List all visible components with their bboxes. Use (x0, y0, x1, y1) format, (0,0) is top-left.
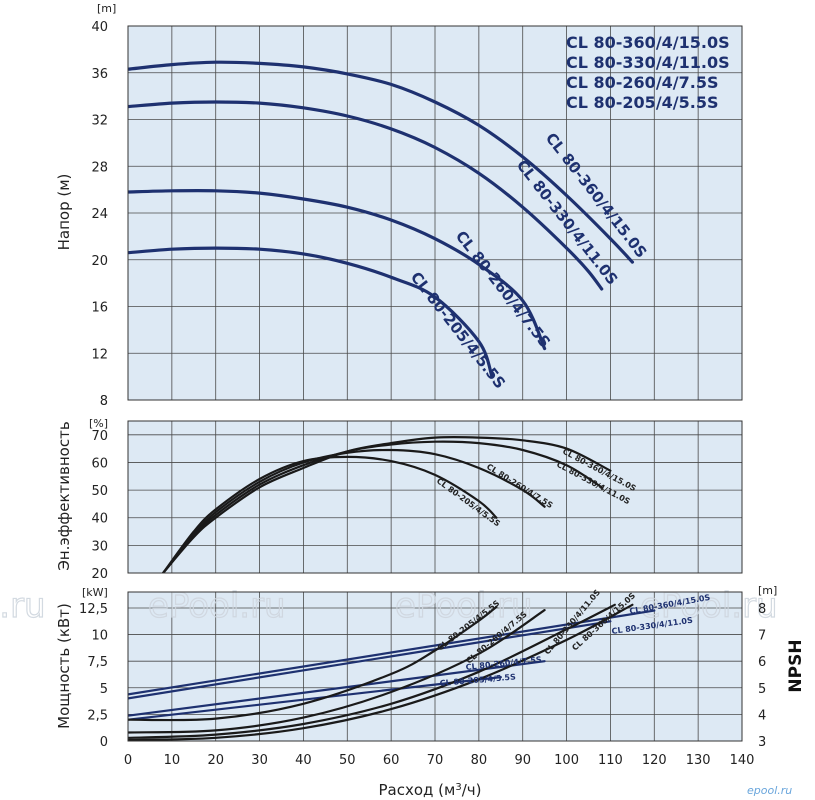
legend-entry: CL 80-260/4/7.5S (566, 73, 719, 92)
x-tick-label: 110 (598, 753, 623, 768)
x-tick-label: 20 (207, 753, 224, 768)
x-axis-title-superscript: 3 (455, 782, 461, 793)
x-tick-label: 40 (295, 753, 312, 768)
x-tick-label: 80 (471, 753, 488, 768)
y-tick-label: 2,5 (87, 708, 108, 723)
x-tick-label: 100 (554, 753, 579, 768)
y-tick-label: 50 (91, 484, 108, 499)
x-tick-label: 120 (642, 753, 667, 768)
npsh-curve (128, 620, 612, 700)
x-axis-title: Расход (м3/ч) (378, 781, 481, 799)
x-tick-label: 130 (686, 753, 711, 768)
y-tick-label: 36 (91, 67, 108, 82)
power-unit-label: [kW] (82, 586, 108, 599)
head-curve (128, 100, 604, 291)
efficiency-unit-label: [%] (89, 417, 108, 430)
efficiency-curve (162, 440, 603, 573)
power-curve-group (128, 603, 634, 741)
y-tick-label: 60 (91, 456, 108, 471)
npsh-curve-group (128, 609, 656, 721)
efficiency-axis-title: Эн.эффективность (55, 421, 73, 570)
y-tick-label: 20 (91, 254, 108, 269)
head-curve (128, 188, 547, 351)
head-panel-border (127, 25, 743, 401)
y-tick-label: 30 (91, 539, 108, 554)
x-tick-label: 10 (164, 753, 181, 768)
power-panel-border (127, 591, 743, 742)
legend-entry: CL 80-205/4/5.5S (566, 93, 719, 112)
x-tick-label: 0 (124, 753, 132, 768)
head-axis-title: Напор (м) (55, 174, 73, 251)
npsh-tick-label: 5 (758, 682, 766, 697)
power-curve (128, 609, 546, 734)
legend-entry: CL 80-360/4/15.0S (566, 33, 730, 52)
power-curve (128, 603, 634, 741)
y-tick-label: 40 (91, 20, 108, 35)
head-curve-group (128, 60, 634, 379)
power-axis-title: Мощность (кВт) (55, 603, 73, 729)
npsh-tick-label: 7 (758, 629, 766, 644)
npsh-tick-label: 3 (758, 735, 766, 750)
y-tick-label: 16 (91, 301, 108, 316)
head-unit-label: [m] (97, 2, 116, 15)
npsh-tick-label: 4 (758, 708, 766, 723)
npsh-unit-label: [m] (758, 584, 777, 597)
y-tick-label: 70 (91, 429, 108, 444)
head-curve (128, 246, 494, 379)
x-tick-label: 90 (514, 753, 531, 768)
watermark-text: ePool.ru (0, 586, 46, 626)
npsh-curve (128, 676, 502, 721)
y-tick-label: 0 (100, 735, 108, 750)
tick-labels: 8121620242832364020304050607002,557,5101… (79, 20, 766, 768)
curves-layer (128, 60, 656, 741)
x-axis-title-part: /ч) (462, 781, 482, 799)
efficiency-panel-border (127, 420, 743, 574)
y-tick-label: 8 (100, 394, 108, 409)
y-tick-label: 7,5 (87, 655, 108, 670)
power-curve (128, 603, 616, 739)
y-tick-label: 40 (91, 512, 108, 527)
x-tick-label: 140 (730, 753, 755, 768)
y-tick-label: 32 (91, 114, 108, 129)
y-tick-label: 10 (91, 629, 108, 644)
efficiency-curve (162, 455, 498, 573)
npsh-curve (128, 660, 546, 717)
efficiency-curve (162, 448, 546, 573)
power-curve (128, 605, 498, 722)
x-axis-title-part: Расход (м (378, 781, 455, 799)
npsh-tick-label: 8 (758, 602, 766, 617)
npsh-curve (128, 609, 656, 696)
y-tick-label: 12 (91, 347, 108, 362)
npsh-axis-title: NPSH (786, 639, 806, 692)
npsh-tick-label: 6 (758, 655, 766, 670)
x-tick-label: 30 (251, 753, 268, 768)
y-tick-label: 12,5 (79, 602, 108, 617)
y-tick-label: 24 (91, 207, 108, 222)
efficiency-curve-group (162, 435, 612, 573)
x-tick-label: 60 (383, 753, 400, 768)
x-tick-label: 50 (339, 753, 356, 768)
legend: CL 80-360/4/15.0S CL 80-330/4/11.0S CL 8… (566, 33, 730, 112)
y-tick-label: 5 (100, 682, 108, 697)
epool-logo: epool.ru (747, 784, 792, 797)
y-tick-label: 28 (91, 160, 108, 175)
y-tick-label: 20 (91, 567, 108, 582)
x-tick-label: 70 (427, 753, 444, 768)
head-curve (128, 60, 634, 264)
legend-entry: CL 80-330/4/11.0S (566, 53, 730, 72)
